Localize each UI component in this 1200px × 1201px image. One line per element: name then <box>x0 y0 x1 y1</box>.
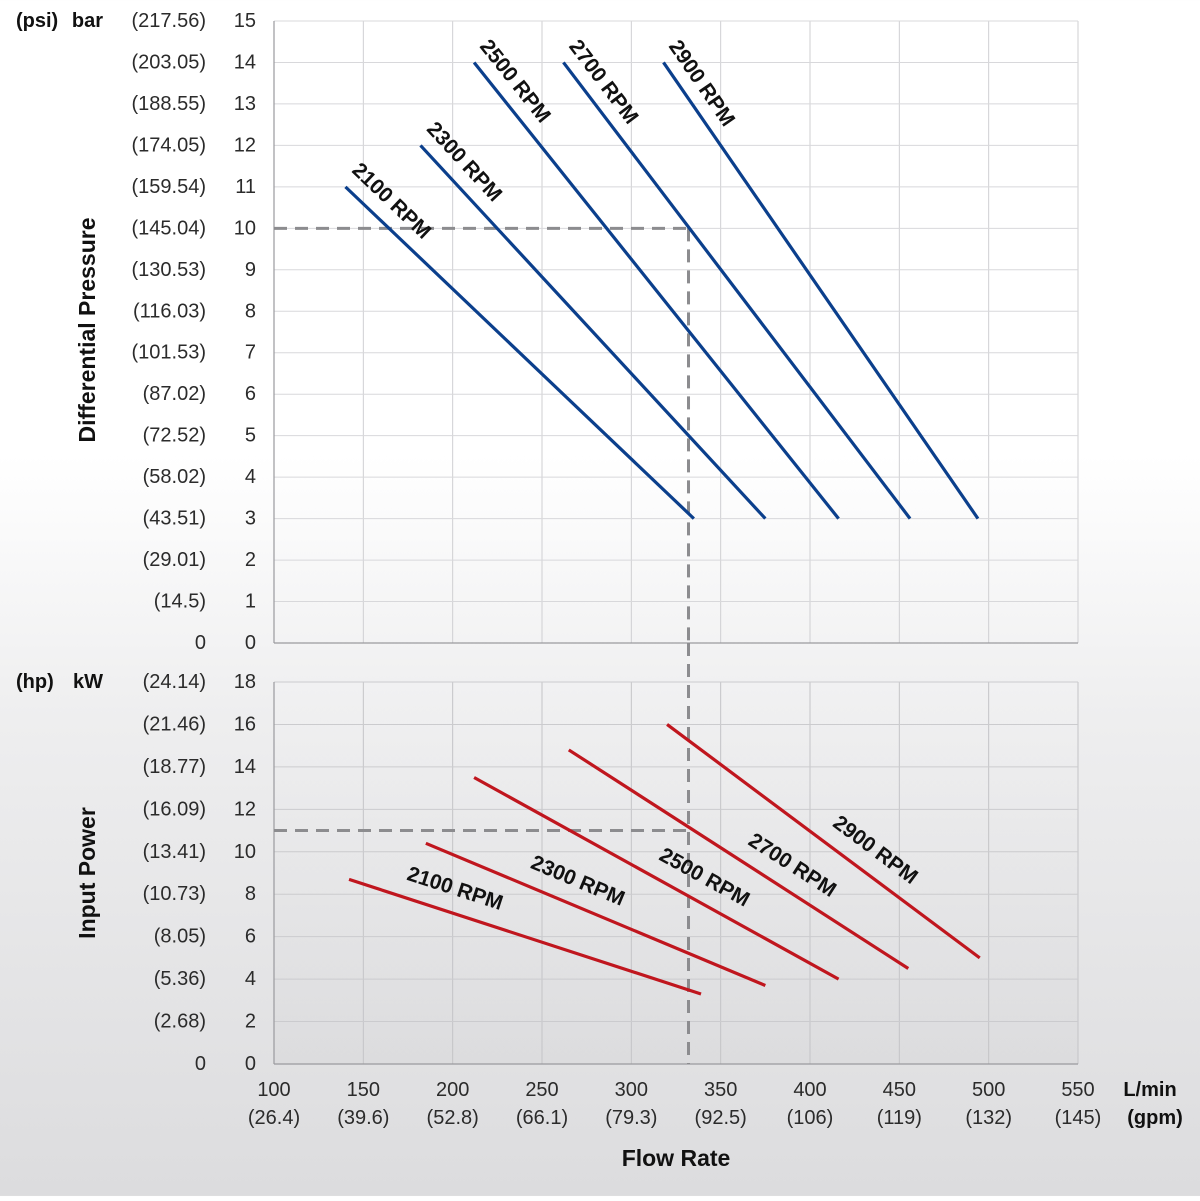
power-y-tick-label: 10 <box>234 841 256 863</box>
pressure-y-tick-label-psi: 0 <box>195 632 206 654</box>
power-y-tick-label: 8 <box>245 883 256 905</box>
power-y-tick-label-hp: (5.36) <box>154 968 206 990</box>
pressure-line-2100-rpm <box>344 185 695 520</box>
x-tick-label: 500 <box>972 1079 1005 1101</box>
power-y-tick-label-hp: (2.68) <box>154 1011 206 1033</box>
power-unit-kw: kW <box>73 671 103 693</box>
power-y-tick-label: 4 <box>245 968 256 990</box>
pressure-y-tick-label-psi: (203.05) <box>132 51 207 73</box>
pressure-y-tick-label-psi: (159.54) <box>132 176 207 198</box>
pressure-line-2900-rpm <box>662 61 980 520</box>
pressure-y-tick-label-psi: (130.53) <box>132 259 207 281</box>
power-axis-title: Input Power <box>74 807 100 939</box>
x-tick-label-gpm: (26.4) <box>248 1107 300 1129</box>
power-y-tick-label-hp: (13.41) <box>143 841 206 863</box>
pressure-y-tick-label-psi: (72.52) <box>143 425 206 447</box>
x-tick-label: 100 <box>257 1079 290 1101</box>
pressure-y-tick-label-psi: (145.04) <box>132 217 207 239</box>
x-tick-label-gpm: (79.3) <box>605 1107 657 1129</box>
pressure-y-tick-label: 1 <box>245 591 256 613</box>
x-tick-label-gpm: (52.8) <box>427 1107 479 1129</box>
x-tick-label-gpm: (132) <box>965 1107 1012 1129</box>
pressure-y-tick-label: 3 <box>245 508 256 530</box>
pressure-y-tick-label-psi: (43.51) <box>143 508 206 530</box>
pressure-y-tick-label: 5 <box>245 425 256 447</box>
pressure-y-tick-label: 7 <box>245 342 256 364</box>
x-tick-label-gpm: (66.1) <box>516 1107 568 1129</box>
power-y-tick-label: 12 <box>234 798 256 820</box>
pressure-y-tick-label: 9 <box>245 259 256 281</box>
x-tick-label: 400 <box>793 1079 826 1101</box>
x-tick-label: 350 <box>704 1079 737 1101</box>
x-tick-label-gpm: (106) <box>787 1107 834 1129</box>
x-tick-label-gpm: (145) <box>1055 1107 1102 1129</box>
pressure-line-2500-rpm <box>472 61 840 520</box>
x-tick-label-gpm: (39.6) <box>337 1107 389 1129</box>
x-unit-lmin: L/min <box>1123 1079 1176 1101</box>
x-tick-label: 300 <box>615 1079 648 1101</box>
x-tick-label-gpm: (119) <box>877 1107 922 1129</box>
power-y-tick-label-hp: (24.14) <box>143 671 206 693</box>
pressure-y-tick-label-psi: (188.55) <box>132 93 207 115</box>
pressure-y-tick-label-psi: (174.05) <box>132 134 207 156</box>
pressure-y-tick-label: 14 <box>234 51 256 73</box>
pressure-line-2300-rpm <box>419 144 767 520</box>
pressure-y-tick-label: 15 <box>234 10 256 32</box>
pressure-y-tick-label: 0 <box>245 632 256 654</box>
power-line-2500-rpm <box>473 776 840 981</box>
power-y-tick-label: 18 <box>234 671 256 693</box>
x-axis-title: Flow Rate <box>622 1145 731 1171</box>
pressure-y-tick-label: 4 <box>245 466 256 488</box>
pressure-y-tick-label: 6 <box>245 383 256 405</box>
pressure-unit-psi: (psi) <box>16 10 58 32</box>
pressure-line-2700-rpm <box>562 61 912 520</box>
pressure-y-tick-label: 10 <box>234 217 256 239</box>
x-tick-label-gpm: (92.5) <box>695 1107 747 1129</box>
pressure-axis-title: Differential Pressure <box>74 218 100 443</box>
power-y-tick-label-hp: (16.09) <box>143 798 206 820</box>
power-y-tick-label-hp: (10.73) <box>143 883 206 905</box>
x-unit-gpm: (gpm) <box>1127 1107 1183 1129</box>
pressure-y-tick-label-psi: (217.56) <box>132 10 207 32</box>
power-unit-hp: (hp) <box>16 671 54 693</box>
power-y-tick-label-hp: (21.46) <box>143 713 206 735</box>
pressure-y-tick-label-psi: (58.02) <box>143 466 206 488</box>
x-tick-label: 200 <box>436 1079 469 1101</box>
pressure-y-tick-label: 13 <box>234 93 256 115</box>
power-y-tick-label-hp: 0 <box>195 1053 206 1075</box>
power-y-tick-label: 14 <box>234 756 256 778</box>
power-y-tick-label: 2 <box>245 1011 256 1033</box>
power-line-2700-rpm <box>567 748 910 970</box>
power-y-tick-label-hp: (8.05) <box>154 926 206 948</box>
pressure-y-tick-label-psi: (29.01) <box>143 549 206 571</box>
power-y-tick-label: 0 <box>245 1053 256 1075</box>
power-line-2100-rpm <box>348 877 702 996</box>
pressure-y-tick-label: 11 <box>235 176 256 198</box>
x-tick-label: 150 <box>347 1079 380 1101</box>
power-y-tick-label: 16 <box>234 713 256 735</box>
pressure-y-tick-label-psi: (116.03) <box>133 300 206 322</box>
pressure-y-tick-label-psi: (87.02) <box>143 383 206 405</box>
pressure-plot-area <box>274 21 1078 643</box>
pressure-unit-bar: bar <box>72 10 103 32</box>
pressure-y-tick-label: 12 <box>234 134 256 156</box>
x-tick-label: 450 <box>883 1079 916 1101</box>
power-plot-area <box>274 682 1078 1064</box>
x-tick-label: 550 <box>1061 1079 1094 1101</box>
pressure-y-tick-label: 2 <box>245 549 256 571</box>
power-line-2900-rpm <box>666 723 981 960</box>
pressure-y-tick-label-psi: (101.53) <box>132 342 207 364</box>
power-y-tick-label-hp: (18.77) <box>143 756 206 778</box>
pressure-y-tick-label: 8 <box>245 300 256 322</box>
power-y-tick-label: 6 <box>245 926 256 948</box>
power-line-2300-rpm <box>425 841 766 987</box>
x-tick-label: 250 <box>525 1079 558 1101</box>
pressure-y-tick-label-psi: (14.5) <box>154 591 206 613</box>
